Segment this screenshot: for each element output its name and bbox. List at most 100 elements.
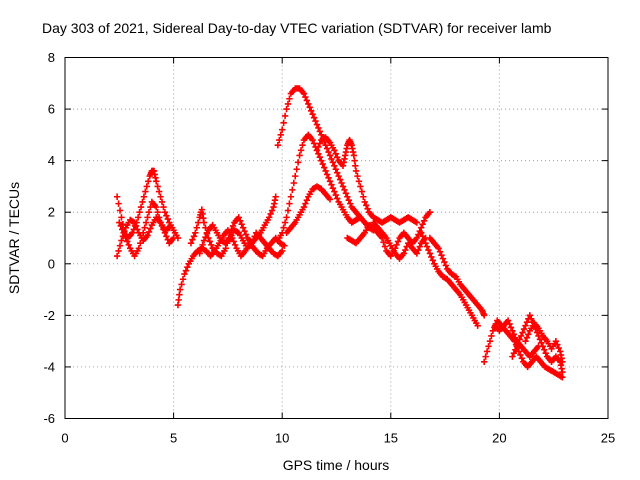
data-point-plus-marker	[310, 140, 318, 147]
data-point-plus-marker	[426, 209, 434, 216]
series-satellite-track-17	[522, 319, 566, 365]
data-point-plus-marker	[265, 214, 273, 221]
plot-frame	[64, 57, 609, 419]
data-point-plus-marker	[441, 258, 448, 266]
data-point-plus-marker	[250, 236, 257, 243]
data-point-plus-marker	[118, 214, 125, 221]
data-point-plus-marker	[559, 358, 566, 365]
data-point-plus-marker	[142, 188, 149, 195]
x-tick-label: 15	[384, 431, 398, 446]
series-satellite-track-18	[491, 317, 542, 360]
data-point-plus-marker	[184, 264, 191, 271]
data-point-plus-marker	[119, 233, 127, 240]
x-tick-label: 10	[275, 431, 289, 446]
data-point-plus-marker	[145, 228, 153, 236]
series-satellite-track-7	[274, 85, 364, 221]
data-point-plus-marker	[281, 112, 289, 120]
data-point-plus-marker	[268, 207, 276, 214]
data-point-plus-marker	[419, 221, 426, 228]
y-tick-label: -6	[43, 411, 55, 426]
data-point-plus-marker	[178, 281, 185, 288]
data-point-plus-marker	[276, 136, 283, 144]
data-point-plus-marker	[136, 209, 143, 216]
data-point-plus-marker	[280, 119, 287, 127]
data-point-plus-marker	[237, 217, 244, 225]
data-point-plus-marker	[335, 172, 342, 180]
data-point-plus-marker	[358, 188, 366, 195]
data-point-plus-marker	[429, 257, 436, 264]
data-point-plus-marker	[316, 140, 324, 147]
data-point-plus-marker	[325, 148, 332, 156]
data-point-plus-marker	[332, 150, 339, 157]
data-point-plus-marker	[315, 150, 322, 157]
data-point-plus-marker	[116, 219, 123, 226]
data-point-plus-marker	[287, 193, 295, 200]
data-point-plus-marker	[292, 172, 299, 180]
data-point-plus-marker	[231, 241, 239, 249]
data-point-plus-marker	[509, 353, 516, 360]
data-point-plus-marker	[134, 214, 142, 221]
data-point-plus-marker	[166, 224, 173, 231]
data-point-plus-marker	[277, 131, 284, 139]
data-point-plus-marker	[131, 219, 138, 226]
data-point-plus-marker	[132, 222, 140, 230]
grid-lines	[65, 57, 608, 419]
data-point-plus-marker	[279, 126, 286, 133]
data-point-plus-marker	[154, 183, 161, 190]
data-point-plus-marker	[125, 241, 132, 249]
data-point-plus-marker	[135, 245, 143, 252]
data-point-plus-marker	[509, 327, 516, 335]
data-point-plus-marker	[419, 233, 426, 240]
data-point-plus-marker	[309, 136, 316, 144]
data-point-plus-marker	[129, 229, 136, 237]
data-point-plus-marker	[438, 251, 445, 259]
data-point-plus-marker	[522, 322, 529, 329]
data-point-plus-marker	[422, 239, 429, 247]
data-point-plus-marker	[289, 186, 296, 194]
data-point-plus-marker	[423, 243, 431, 250]
series-satellite-track-9	[283, 183, 334, 237]
data-point-plus-marker	[320, 164, 328, 171]
data-point-plus-marker	[315, 124, 322, 132]
data-point-plus-marker	[316, 128, 324, 135]
data-point-plus-marker	[552, 337, 560, 345]
data-point-plus-marker	[415, 246, 422, 254]
data-point-plus-marker	[192, 229, 199, 237]
data-point-plus-marker	[519, 329, 526, 336]
data-point-plus-marker	[145, 178, 152, 185]
data-point-plus-marker	[347, 200, 354, 207]
x-axis-label: GPS time / hours	[283, 457, 390, 473]
data-point-plus-marker	[113, 193, 121, 200]
data-point-plus-marker	[238, 221, 245, 228]
data-point-plus-marker	[483, 348, 491, 355]
data-point-plus-marker	[541, 346, 548, 353]
data-point-plus-marker	[518, 355, 526, 362]
x-tick-label: 0	[61, 431, 68, 446]
data-point-plus-marker	[267, 210, 274, 218]
data-point-plus-marker	[141, 224, 148, 231]
data-point-plus-marker	[241, 227, 248, 235]
data-point-plus-marker	[507, 324, 515, 331]
data-point-plus-marker	[182, 267, 190, 274]
data-point-plus-marker	[435, 245, 442, 252]
data-point-plus-marker	[331, 188, 338, 195]
data-point-plus-marker	[284, 100, 292, 108]
data-point-plus-marker	[145, 209, 153, 216]
data-point-plus-marker	[306, 104, 313, 111]
data-point-plus-marker	[248, 239, 255, 247]
data-point-plus-marker	[482, 353, 489, 360]
data-point-plus-marker	[425, 246, 432, 254]
data-point-plus-marker	[402, 246, 409, 254]
data-point-plus-marker	[352, 167, 360, 175]
data-point-plus-marker	[283, 105, 290, 113]
data-point-plus-marker	[559, 368, 566, 376]
data-point-plus-marker	[134, 226, 141, 233]
data-point-plus-marker	[525, 331, 532, 338]
data-point-plus-marker	[313, 121, 321, 128]
data-point-plus-marker	[160, 203, 167, 211]
series-satellite-track-10	[313, 134, 421, 226]
data-point-plus-marker	[161, 209, 169, 216]
data-point-plus-marker	[331, 162, 338, 169]
data-point-plus-marker	[418, 229, 425, 237]
data-point-plus-marker	[413, 250, 421, 257]
